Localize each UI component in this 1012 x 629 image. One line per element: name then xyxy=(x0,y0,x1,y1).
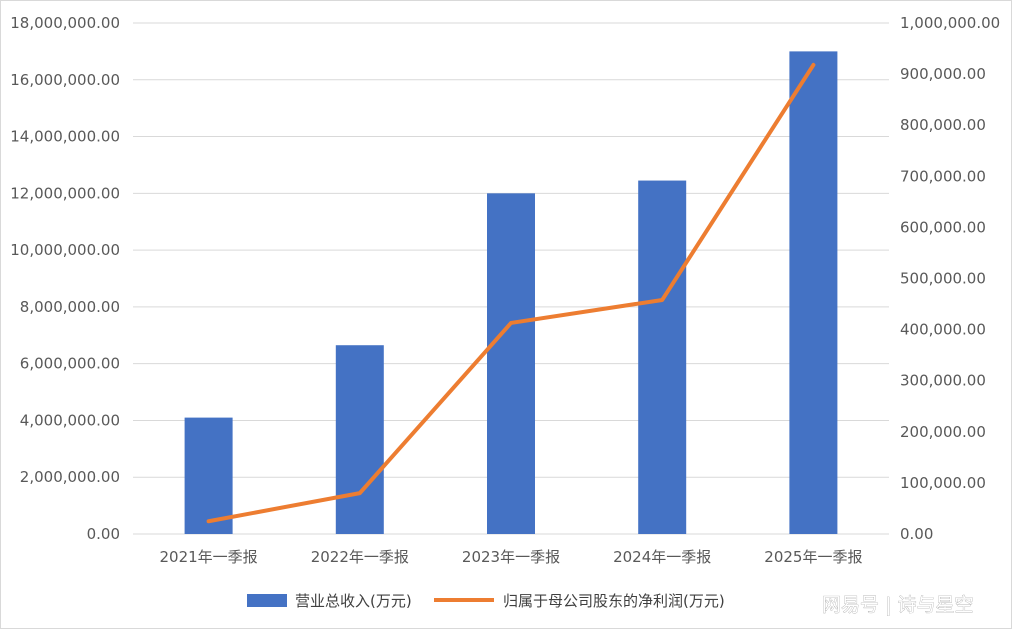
right-tick-label: 200,000.00 xyxy=(900,423,986,441)
right-tick-label: 1,000,000.00 xyxy=(900,14,1000,32)
left-tick-label: 2,000,000.00 xyxy=(20,468,120,486)
legend-bar-label: 营业总收入(万元) xyxy=(295,592,412,610)
right-tick-label: 700,000.00 xyxy=(900,167,986,185)
x-tick-label: 2022年一季报 xyxy=(311,548,409,566)
right-tick-label: 0.00 xyxy=(900,525,933,543)
x-tick-label: 2021年一季报 xyxy=(160,548,258,566)
revenue-bar xyxy=(184,417,233,534)
left-tick-label: 14,000,000.00 xyxy=(10,128,120,146)
right-tick-label: 500,000.00 xyxy=(900,270,986,288)
left-tick-label: 16,000,000.00 xyxy=(10,71,120,89)
x-axis-ticks: 2021年一季报 2022年一季报 2023年一季报 2024年一季报 2025年一季报 xyxy=(160,548,863,566)
profit-line xyxy=(206,62,816,524)
right-axis-ticks: 0.00 100,000.00 200,000.00 300,000.00 400,00… xyxy=(900,14,1000,543)
left-tick-label: 0.00 xyxy=(87,525,120,543)
right-tick-label: 300,000.00 xyxy=(900,372,986,390)
revenue-bars xyxy=(184,51,838,535)
left-tick-label: 18,000,000.00 xyxy=(10,14,120,32)
right-tick-label: 100,000.00 xyxy=(900,474,986,492)
right-tick-label: 400,000.00 xyxy=(900,321,986,339)
left-tick-label: 8,000,000.00 xyxy=(20,298,120,316)
watermark: 网易号 | 诗与星空 xyxy=(822,594,973,616)
legend-bar-swatch xyxy=(247,594,287,607)
left-tick-label: 6,000,000.00 xyxy=(20,355,120,373)
left-tick-label: 10,000,000.00 xyxy=(10,241,120,259)
right-tick-label: 800,000.00 xyxy=(900,116,986,134)
revenue-bar xyxy=(789,51,838,535)
revenue-bar xyxy=(487,193,535,535)
legend-line-label: 归属于母公司股东的净利润(万元) xyxy=(503,592,725,610)
x-tick-label: 2024年一季报 xyxy=(613,548,711,566)
legend: 营业总收入(万元) 归属于母公司股东的净利润(万元) xyxy=(247,592,725,610)
left-axis-ticks: 0.00 2,000,000.00 4,000,000.00 6,000,000.00… xyxy=(10,14,120,543)
right-tick-label: 900,000.00 xyxy=(900,65,986,83)
x-tick-label: 2023年一季报 xyxy=(462,548,560,566)
gridlines xyxy=(133,22,889,535)
revenue-bar xyxy=(335,345,384,534)
left-tick-label: 4,000,000.00 xyxy=(20,411,120,429)
x-tick-label: 2025年一季报 xyxy=(764,548,862,566)
left-tick-label: 12,000,000.00 xyxy=(10,184,120,202)
right-tick-label: 600,000.00 xyxy=(900,218,986,236)
revenue-bar xyxy=(638,180,687,534)
